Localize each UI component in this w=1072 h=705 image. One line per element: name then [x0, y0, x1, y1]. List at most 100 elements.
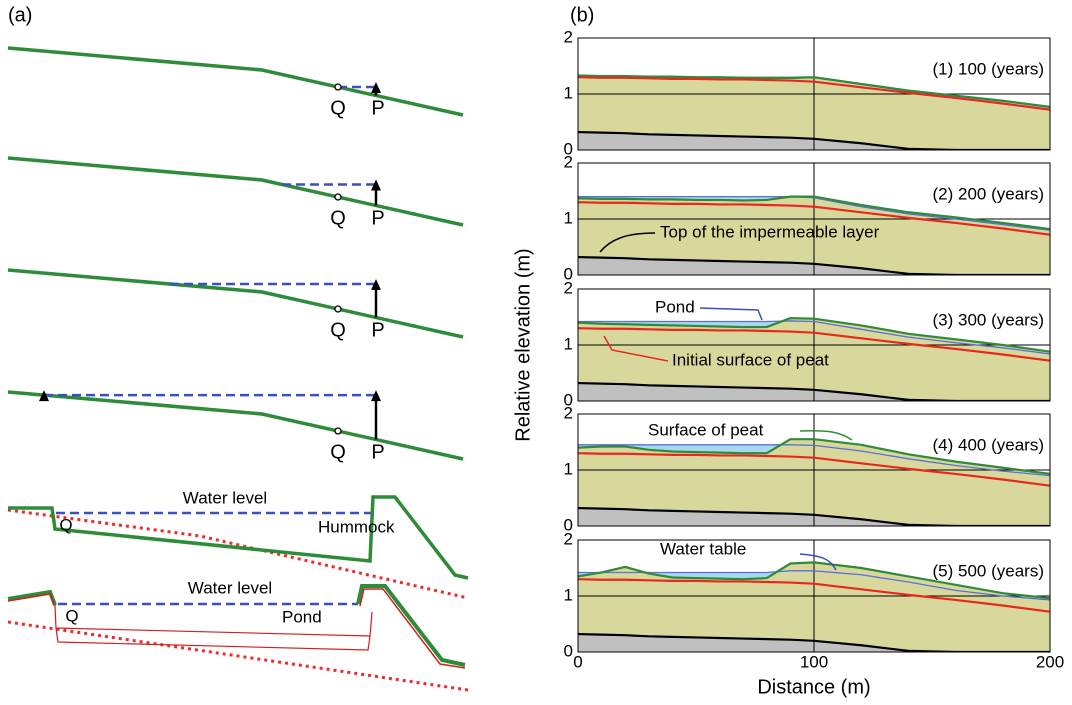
y-tick-label: 1	[564, 585, 573, 604]
label: Q	[65, 606, 78, 625]
y-tick-label: 2	[564, 278, 573, 297]
subplot-title: (1) 100 (years)	[933, 59, 1044, 78]
frame	[577, 539, 1051, 653]
subplot	[578, 289, 1050, 401]
panel-label: (b)	[570, 4, 594, 26]
series-line	[578, 320, 1050, 355]
series-line	[578, 438, 1050, 476]
y-tick-label: 2	[564, 403, 573, 422]
annotation-arrow	[699, 307, 763, 321]
series-line	[578, 195, 1050, 231]
y-tick-label: 2	[564, 529, 573, 548]
subplot-title: (4) 400 (years)	[933, 435, 1044, 454]
outline	[359, 588, 466, 669]
peat-surface	[356, 584, 466, 667]
y-tick-label: 2	[564, 27, 573, 46]
point-q	[334, 427, 342, 435]
subplot-title: (5) 500 (years)	[933, 561, 1044, 580]
arrow-head	[371, 279, 381, 291]
ground-line	[7, 156, 464, 227]
annotation: Water table	[660, 539, 746, 558]
y-tick-label: 1	[564, 83, 573, 102]
peat-surface	[8, 495, 469, 580]
ground-line	[7, 46, 464, 117]
annotation-arrow	[799, 553, 837, 571]
arrow-head	[39, 390, 49, 402]
ground-line	[7, 268, 464, 339]
subplot	[578, 38, 1050, 150]
subplot	[578, 540, 1050, 652]
y-tick-label: 1	[564, 459, 573, 478]
series-line	[578, 506, 1050, 526]
annotation-arrow	[599, 232, 656, 253]
frame	[577, 413, 1051, 527]
point-q	[334, 83, 342, 91]
subplot	[578, 414, 1050, 526]
series-line	[578, 327, 1050, 362]
annotation-arrow	[603, 335, 669, 362]
label: P	[371, 207, 384, 229]
label: Q	[330, 97, 346, 119]
point-q	[334, 305, 342, 313]
series-line	[578, 561, 1050, 600]
y-tick-label: 0	[564, 264, 573, 283]
outline	[55, 627, 371, 651]
arrow-head	[371, 179, 381, 191]
label: Hummock	[318, 517, 395, 536]
label: Q	[330, 207, 346, 229]
series-line	[578, 76, 1050, 111]
y-tick-label: 0	[564, 139, 573, 158]
series-line	[578, 570, 1050, 601]
outline	[7, 593, 56, 607]
x-tick-label: 200	[1036, 652, 1064, 671]
subplot	[578, 163, 1050, 275]
arrow-head	[371, 390, 381, 402]
y-tick-label: 2	[564, 152, 573, 171]
arrow-head	[371, 82, 381, 94]
series-line	[578, 130, 1050, 150]
frame	[577, 37, 1051, 151]
frame	[577, 288, 1051, 402]
annotation: Initial surface of peat	[672, 350, 829, 369]
annotation: Surface of peat	[648, 420, 764, 439]
label: Pond	[282, 607, 322, 626]
series-line	[578, 381, 1050, 401]
label: Q	[59, 515, 72, 534]
series-line	[578, 317, 1050, 353]
series-line	[578, 452, 1050, 487]
point-q	[334, 193, 342, 201]
series-line	[578, 632, 1050, 652]
label: Water level	[183, 488, 267, 507]
label: Q	[330, 319, 346, 341]
frame	[577, 162, 1051, 276]
x-axis-label: Distance (m)	[757, 676, 870, 698]
label: P	[371, 441, 384, 463]
subplot-title: (3) 300 (years)	[933, 310, 1044, 329]
annotation: Top of the impermeable layer	[660, 222, 880, 241]
series-line	[578, 255, 1050, 275]
diagram: Water level Q Hummock Water level Q Pond	[7, 488, 469, 692]
y-tick-label: 1	[564, 334, 573, 353]
series-line	[578, 444, 1050, 477]
y-tick-label: 1	[564, 208, 573, 227]
y-tick-label: 0	[564, 641, 573, 660]
y-axis-label: Relative elevation (m)	[512, 248, 534, 441]
label: P	[371, 319, 384, 341]
label: Water level	[188, 578, 272, 597]
series-line	[578, 578, 1050, 613]
x-tick-label: 0	[573, 652, 582, 671]
subplot-title: (2) 200 (years)	[933, 184, 1044, 203]
panel-label: (a)	[8, 4, 32, 26]
y-tick-label: 0	[564, 515, 573, 534]
label: P	[371, 97, 384, 119]
annotation-arrow	[799, 430, 853, 441]
x-tick-label: 100	[800, 652, 828, 671]
series-line	[578, 201, 1050, 236]
series-line	[578, 195, 1050, 231]
label: Q	[330, 441, 346, 463]
initial-surface	[7, 620, 469, 692]
annotation: Pond	[655, 297, 695, 316]
ground-line	[7, 390, 464, 461]
outline	[54, 604, 373, 637]
